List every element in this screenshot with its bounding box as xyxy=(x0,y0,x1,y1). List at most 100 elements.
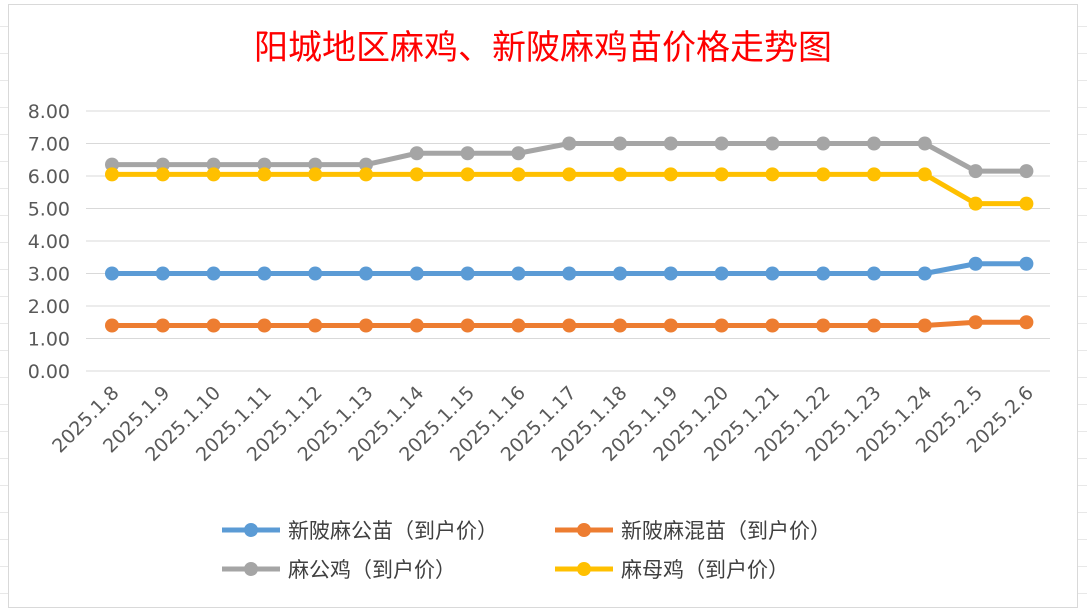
data-point[interactable] xyxy=(663,266,678,281)
data-point[interactable] xyxy=(867,318,881,333)
legend-label: 麻公鸡（到户价） xyxy=(288,558,456,582)
data-point[interactable] xyxy=(562,167,577,182)
data-point[interactable] xyxy=(714,136,729,151)
data-point[interactable] xyxy=(359,167,373,182)
y-tick-label: 8.00 xyxy=(28,101,70,123)
legend-entry[interactable]: 麻公鸡（到户价） xyxy=(222,558,456,582)
legend-entry[interactable]: 新陂麻混苗（到户价） xyxy=(555,519,831,543)
data-point[interactable] xyxy=(460,318,475,333)
legend[interactable]: 新陂麻公苗（到户价） 新陂麻混苗（到户价） 麻公鸡（到户价） 麻母鸡（到户价） xyxy=(222,519,831,582)
data-point[interactable] xyxy=(917,167,932,182)
data-point[interactable] xyxy=(816,266,831,281)
data-point[interactable] xyxy=(460,167,475,182)
series-0 xyxy=(105,256,1034,281)
series-3 xyxy=(105,167,1034,211)
data-point[interactable] xyxy=(155,157,170,172)
data-point[interactable] xyxy=(511,167,526,182)
data-point[interactable] xyxy=(460,146,475,161)
data-point[interactable] xyxy=(968,196,983,211)
data-point[interactable] xyxy=(663,136,678,151)
data-point[interactable] xyxy=(968,164,983,179)
legend-label: 麻母鸡（到户价） xyxy=(621,558,789,582)
legend-entry[interactable]: 新陂麻公苗（到户价） xyxy=(222,519,498,543)
data-point[interactable] xyxy=(359,266,373,281)
data-point[interactable] xyxy=(409,146,424,161)
data-point[interactable] xyxy=(257,167,272,182)
data-point[interactable] xyxy=(105,266,119,281)
data-point[interactable] xyxy=(816,167,831,182)
legend-label: 新陂麻公苗（到户价） xyxy=(288,519,498,543)
data-point[interactable] xyxy=(105,318,119,333)
data-point[interactable] xyxy=(409,318,424,333)
data-point[interactable] xyxy=(714,167,729,182)
data-point[interactable] xyxy=(155,266,170,281)
data-point[interactable] xyxy=(257,157,272,172)
data-point[interactable] xyxy=(206,167,221,182)
data-point[interactable] xyxy=(765,136,780,151)
data-point[interactable] xyxy=(511,318,526,333)
data-point[interactable] xyxy=(206,266,221,281)
series-2 xyxy=(105,136,1034,179)
data-point[interactable] xyxy=(917,266,932,281)
data-point[interactable] xyxy=(765,266,780,281)
data-point[interactable] xyxy=(105,157,119,172)
data-point[interactable] xyxy=(511,266,526,281)
data-point[interactable] xyxy=(308,266,323,281)
data-point[interactable] xyxy=(105,167,119,182)
data-point[interactable] xyxy=(1019,315,1034,330)
data-point[interactable] xyxy=(663,318,678,333)
chart-title: 阳城地区麻鸡、新陂麻鸡苗价格走势图 xyxy=(254,28,832,68)
data-point[interactable] xyxy=(359,157,373,172)
data-point[interactable] xyxy=(714,318,729,333)
data-point[interactable] xyxy=(867,167,881,182)
data-point[interactable] xyxy=(765,167,780,182)
data-point[interactable] xyxy=(359,318,373,333)
legend-swatch-marker xyxy=(244,523,258,537)
data-point[interactable] xyxy=(155,318,170,333)
data-point[interactable] xyxy=(917,318,932,333)
data-point[interactable] xyxy=(257,266,272,281)
data-point[interactable] xyxy=(308,157,323,172)
y-tick-label: 2.00 xyxy=(28,296,70,318)
data-point[interactable] xyxy=(1019,256,1034,271)
data-point[interactable] xyxy=(409,266,424,281)
data-point[interactable] xyxy=(511,146,526,161)
data-point[interactable] xyxy=(562,136,577,151)
data-point[interactable] xyxy=(663,167,678,182)
data-point[interactable] xyxy=(257,318,272,333)
data-point[interactable] xyxy=(613,136,627,151)
data-point[interactable] xyxy=(308,167,323,182)
data-point[interactable] xyxy=(613,167,627,182)
data-point[interactable] xyxy=(968,315,983,330)
data-point[interactable] xyxy=(613,318,627,333)
y-tick-label: 6.00 xyxy=(28,166,70,188)
data-point[interactable] xyxy=(562,266,577,281)
data-point[interactable] xyxy=(206,157,221,172)
data-point[interactable] xyxy=(206,318,221,333)
legend-entry[interactable]: 麻母鸡（到户价） xyxy=(555,558,789,582)
data-point[interactable] xyxy=(867,136,881,151)
data-point[interactable] xyxy=(562,318,577,333)
data-point[interactable] xyxy=(816,318,831,333)
data-point[interactable] xyxy=(816,136,831,151)
legend-swatch-marker xyxy=(244,562,258,576)
data-point[interactable] xyxy=(765,318,780,333)
data-point[interactable] xyxy=(968,256,983,271)
x-axis: 2025.1.82025.1.92025.1.102025.1.112025.1… xyxy=(48,382,1038,466)
y-axis: 0.00 1.00 2.00 3.00 4.00 5.00 6.00 7.00 8.00 xyxy=(28,101,70,383)
y-tick-label: 0.00 xyxy=(28,361,70,383)
data-point[interactable] xyxy=(409,167,424,182)
y-tick-label: 5.00 xyxy=(28,199,70,221)
data-point[interactable] xyxy=(1019,196,1034,211)
data-point[interactable] xyxy=(867,266,881,281)
data-point[interactable] xyxy=(155,167,170,182)
y-tick-label: 4.00 xyxy=(28,231,70,253)
y-tick-label: 3.00 xyxy=(28,264,70,286)
y-tick-label: 1.00 xyxy=(28,329,70,351)
data-point[interactable] xyxy=(460,266,475,281)
data-point[interactable] xyxy=(917,136,932,151)
data-point[interactable] xyxy=(308,318,323,333)
data-point[interactable] xyxy=(613,266,627,281)
data-point[interactable] xyxy=(1019,164,1034,179)
data-point[interactable] xyxy=(714,266,729,281)
